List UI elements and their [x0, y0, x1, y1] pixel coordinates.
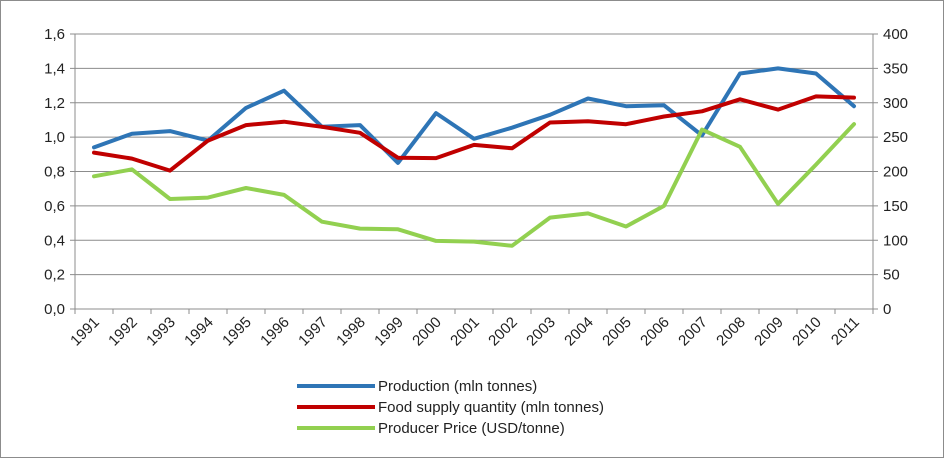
right-tick-label: 250: [883, 129, 908, 146]
x-tick-label: 2003: [523, 314, 559, 350]
x-tick-label: 2000: [409, 314, 445, 350]
x-tick-label: 1993: [143, 314, 179, 350]
left-tick-label: 1,6: [44, 26, 65, 43]
series-line-1: [92, 66, 856, 165]
x-tick-label: 1996: [257, 314, 293, 350]
left-tick-label: 0,8: [44, 164, 65, 181]
x-tick-label: 2002: [485, 314, 521, 350]
left-tick-label: 0,6: [44, 198, 65, 215]
right-tick-label: 200: [883, 164, 908, 181]
legend-label-2: Food supply quantity (mln tonnes): [378, 399, 604, 416]
x-tick-label: 1997: [295, 314, 331, 350]
right-tick-label: 350: [883, 60, 908, 77]
left-tick-label: 1,2: [44, 95, 65, 112]
left-tick-label: 0,4: [44, 232, 65, 249]
right-tick-label: 0: [883, 301, 891, 318]
left-tick-label: 1,4: [44, 60, 65, 77]
right-tick-label: 300: [883, 95, 908, 112]
x-tick-label: 1999: [371, 314, 407, 350]
legend: Production (mln tonnes) Food supply quant…: [297, 378, 604, 437]
x-tick-label: 1995: [219, 314, 255, 350]
left-axis-tick-labels: 0,0 0,2 0,4 0,6 0,8 1,0 1,2 1,4 1,6: [44, 26, 65, 318]
legend-label-3: Producer Price (USD/tonne): [378, 420, 565, 437]
left-tick-label: 1,0: [44, 129, 65, 146]
x-tick-label: 2008: [713, 314, 749, 350]
x-axis-tick-labels: 1991 1992 1993 1994 1995 1996 1997 1998 1999 2000…: [67, 314, 863, 350]
right-tick-label: 150: [883, 198, 908, 215]
series-line-3: [92, 122, 856, 248]
legend-label-1: Production (mln tonnes): [378, 378, 537, 395]
right-tick-label: 100: [883, 232, 908, 249]
series-lines: [92, 66, 856, 248]
x-tick-label: 1998: [333, 314, 369, 350]
x-tick-label: 2009: [751, 314, 787, 350]
x-tick-label: 2001: [447, 314, 483, 350]
x-tick-label: 1991: [67, 314, 103, 350]
right-axis-tick-labels: 0 50 100 150 200 250 300 350 400: [883, 26, 908, 318]
x-tick-label: 2005: [599, 314, 635, 350]
left-tick-label: 0,2: [44, 267, 65, 284]
series-line-2: [92, 94, 856, 173]
x-tick-label: 1994: [181, 314, 217, 350]
right-tick-label: 50: [883, 267, 900, 284]
x-tick-label: 2010: [789, 314, 825, 350]
x-tick-label: 2011: [828, 314, 863, 349]
x-tick-label: 2004: [561, 314, 597, 350]
x-tick-label: 1992: [105, 314, 141, 350]
left-tick-label: 0,0: [44, 301, 65, 318]
right-tick-label: 400: [883, 26, 908, 43]
axes: [70, 33, 878, 314]
x-tick-label: 2006: [637, 314, 673, 350]
x-tick-label: 2007: [675, 314, 711, 350]
